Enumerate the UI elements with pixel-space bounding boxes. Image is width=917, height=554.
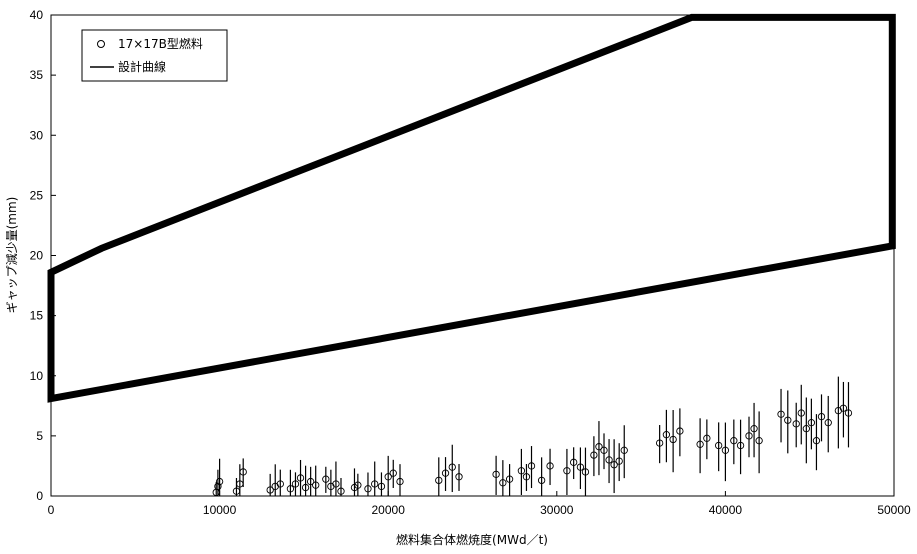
data-point — [371, 480, 379, 488]
data-point — [610, 461, 618, 469]
data-point — [581, 468, 590, 476]
data-point — [306, 477, 315, 486]
data-point — [276, 480, 284, 488]
data-point — [784, 416, 792, 424]
data-point — [817, 412, 826, 421]
data-point — [802, 425, 810, 433]
data-point — [824, 418, 832, 427]
data-point — [312, 481, 320, 489]
y-tick-label: 20 — [30, 249, 44, 263]
data-point — [266, 486, 274, 494]
data-point — [364, 485, 372, 493]
data-point — [322, 475, 330, 483]
data-point — [239, 468, 247, 476]
y-tick-label: 40 — [30, 8, 44, 22]
data-point — [499, 479, 507, 487]
data-point — [745, 432, 753, 440]
data-point — [792, 420, 800, 428]
data-point — [384, 473, 392, 481]
data-point — [570, 458, 578, 466]
data-point — [286, 485, 295, 493]
data-point — [703, 434, 711, 442]
data-point — [232, 487, 241, 495]
y-tick-label: 30 — [30, 128, 44, 142]
legend-label-design: 設計曲線 — [118, 59, 166, 74]
data-point — [620, 446, 628, 454]
error-bars — [215, 376, 850, 496]
legend: 17×17B型燃料 設計曲線 — [81, 29, 228, 82]
data-point — [441, 469, 450, 477]
data-point — [590, 451, 598, 459]
data-point — [662, 431, 671, 439]
x-tick-label: 40000 — [709, 503, 743, 517]
x-tick-label: 10000 — [203, 503, 237, 517]
data-point — [214, 482, 222, 491]
x-tick-label: 50000 — [877, 503, 911, 517]
data-point — [455, 473, 463, 481]
data-point — [839, 404, 848, 412]
data-point — [517, 467, 526, 475]
data-point — [448, 463, 456, 471]
data-point — [354, 481, 362, 489]
data-point — [676, 427, 684, 435]
data-point — [812, 437, 821, 445]
data-point — [730, 437, 738, 445]
data-point — [576, 463, 585, 471]
data-point — [546, 462, 554, 470]
data-point — [595, 443, 603, 451]
data-point — [377, 482, 386, 491]
x-axis-title: 燃料集合体燃焼度(MWd／t) — [396, 532, 548, 547]
data-point — [750, 425, 758, 433]
data-point — [669, 435, 677, 444]
data-point — [736, 441, 745, 450]
data-point — [215, 477, 224, 486]
y-tick-label: 35 — [30, 68, 44, 82]
data-point — [505, 475, 514, 483]
y-tick-label: 0 — [36, 489, 43, 503]
data-point — [655, 439, 664, 447]
y-tick-label: 10 — [30, 369, 44, 383]
data-point — [777, 410, 785, 418]
data-point — [797, 409, 805, 417]
data-point — [296, 474, 305, 482]
data-point — [715, 441, 723, 450]
y-axis-ticks: 0 5 10 15 20 25 30 35 40 — [30, 8, 56, 503]
legend-circle-marker — [97, 40, 105, 48]
data-point — [605, 456, 613, 464]
data-point — [291, 480, 300, 488]
data-point — [337, 487, 345, 495]
data-point — [492, 470, 500, 479]
legend-box — [81, 29, 228, 82]
y-tick-label: 25 — [30, 188, 44, 202]
plot-area — [50, 14, 895, 497]
data-point — [807, 418, 816, 427]
data-point — [389, 469, 397, 477]
legend-label-fuel: 17×17B型燃料 — [118, 36, 203, 51]
data-point — [563, 467, 571, 475]
data-point — [600, 446, 608, 454]
x-tick-label: 0 — [48, 503, 55, 517]
data-points — [212, 404, 853, 497]
data-point — [721, 446, 730, 454]
data-point — [696, 440, 704, 448]
data-point — [755, 437, 763, 445]
data-point — [537, 476, 546, 485]
data-point — [435, 476, 443, 485]
x-tick-label: 30000 — [540, 503, 574, 517]
y-tick-label: 5 — [36, 429, 43, 443]
data-point — [522, 473, 531, 481]
data-point — [527, 462, 536, 470]
data-point — [332, 480, 340, 488]
data-point — [844, 409, 853, 417]
data-point — [236, 480, 244, 488]
data-point — [396, 477, 404, 486]
y-axis-title: ギャップ減少量(mm) — [4, 197, 19, 314]
y-tick-label: 15 — [30, 309, 44, 323]
data-point — [615, 457, 623, 465]
data-point — [301, 483, 310, 492]
design-curve — [47, 13, 896, 403]
x-tick-label: 20000 — [372, 503, 406, 517]
